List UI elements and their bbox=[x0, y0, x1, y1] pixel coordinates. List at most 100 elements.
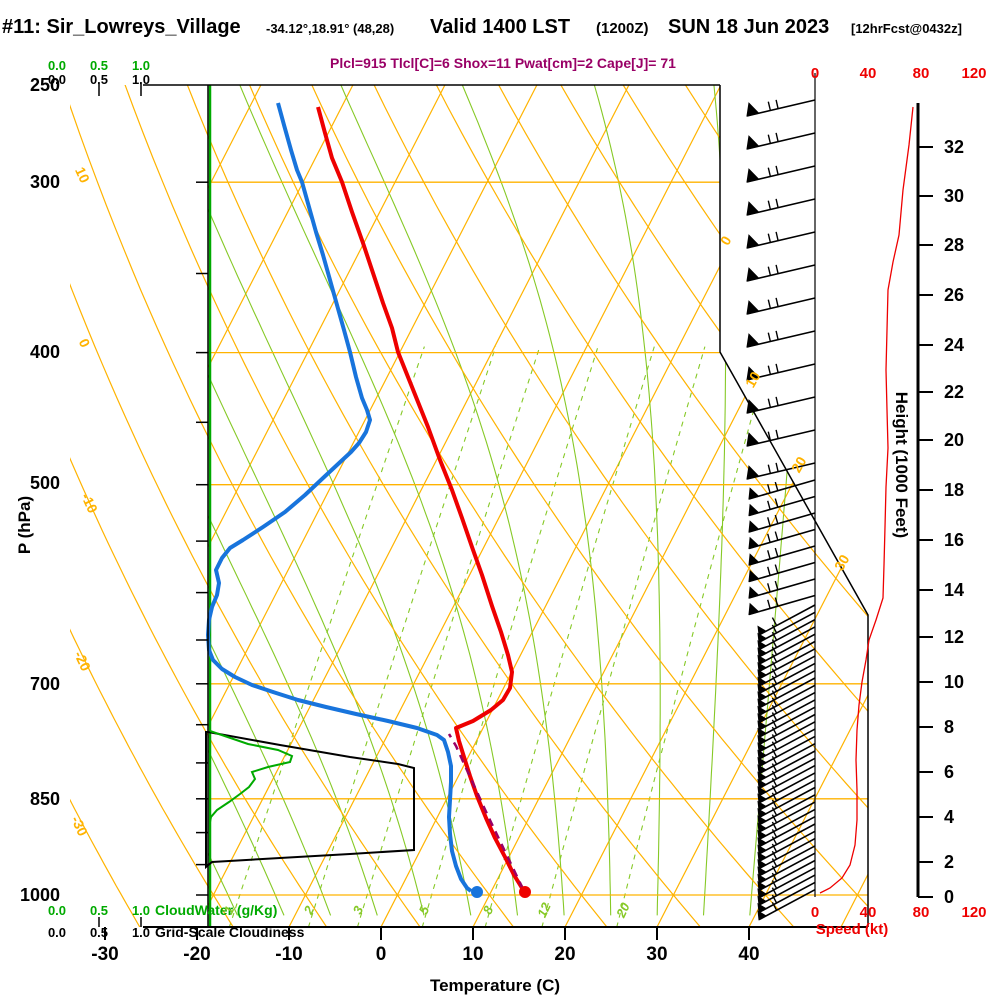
dry-adiabat-lines bbox=[70, 79, 1000, 927]
wind-barb-shaft bbox=[758, 691, 816, 724]
wind-barb-pennant bbox=[757, 859, 768, 870]
height-tick-label: 10 bbox=[944, 672, 964, 692]
wind-barb-pennant bbox=[757, 676, 768, 687]
wind-barb-shaft bbox=[758, 662, 816, 695]
speed-axis-title: Speed (kt) bbox=[816, 921, 889, 938]
wind-barb-pennant bbox=[748, 586, 760, 599]
wind-barb-feather bbox=[767, 200, 772, 210]
wind-barb-pennant bbox=[757, 698, 768, 709]
dry-adiabat-line bbox=[992, 79, 1000, 927]
pressure-tick-label: 1000 bbox=[20, 885, 60, 905]
wind-barb-shaft bbox=[758, 837, 816, 870]
cloudwater-scale-bottom: 0.0 bbox=[48, 903, 66, 918]
wind-barb-pennant bbox=[757, 851, 768, 863]
pressure-tick-label: 300 bbox=[30, 172, 60, 192]
wind-barb-pennant bbox=[757, 647, 768, 658]
wind-barb-feather bbox=[771, 843, 778, 853]
wind-barb-feather bbox=[771, 734, 778, 743]
stability-indices-line: Plcl=915 Tlcl[C]=6 Shox=11 Pwat[cm]=2 Ca… bbox=[330, 55, 676, 71]
wind-barb-feather bbox=[771, 668, 778, 678]
valid-time: Valid 1400 LST bbox=[430, 16, 571, 38]
height-tick-label: 20 bbox=[944, 430, 964, 450]
wind-barb-feather bbox=[771, 661, 778, 670]
wind-barb-feather bbox=[775, 198, 779, 208]
wind-barb-feather bbox=[767, 365, 772, 375]
wind-barb-feather bbox=[775, 396, 779, 406]
wind-barb-feather bbox=[775, 297, 779, 307]
wind-barb-feather bbox=[771, 653, 778, 663]
wind-barb-pennant bbox=[757, 734, 768, 746]
wind-barb-feather bbox=[771, 887, 778, 897]
wind-barb-feather bbox=[775, 330, 779, 340]
wind-barb-shaft bbox=[758, 808, 816, 841]
wind-barb-pennant bbox=[746, 102, 760, 117]
temperature-tick-label: 0 bbox=[376, 944, 387, 965]
pressure-tick-label: 850 bbox=[30, 789, 60, 809]
wind-barb-pennant bbox=[757, 793, 768, 804]
grid-scale-cloudiness-outline bbox=[205, 731, 415, 870]
wind-barb-pennant bbox=[757, 778, 768, 790]
speed-tick-label-top: 80 bbox=[913, 65, 930, 82]
height-tick-label: 22 bbox=[944, 382, 964, 402]
wind-barb-pennant bbox=[757, 873, 768, 884]
wind-barb-shaft bbox=[748, 578, 816, 599]
wind-barb-feather bbox=[771, 858, 778, 867]
wind-barb-pennant bbox=[757, 815, 768, 826]
surface-dewpoint-dot bbox=[471, 886, 483, 898]
wind-barb-feather bbox=[771, 785, 778, 794]
wind-barb-pennant bbox=[757, 764, 768, 775]
wind-barb-pennant bbox=[748, 503, 760, 517]
wind-barb-pennant bbox=[746, 201, 760, 216]
height-tick-label: 12 bbox=[944, 627, 964, 647]
dry-adiabat-line bbox=[867, 85, 868, 927]
cloudiness-scale-top: 0.0 bbox=[48, 72, 66, 87]
cloudiness-scale-top: 0.5 bbox=[90, 72, 108, 87]
height-tick-label: 28 bbox=[944, 235, 964, 255]
pressure-axis-title: P (hPa) bbox=[15, 496, 34, 554]
dry-adiabat-line bbox=[70, 85, 141, 927]
wind-barb-pennant bbox=[757, 749, 768, 760]
pressure-tick-label: 250 bbox=[30, 75, 60, 95]
isotherm-edge-label: 10 bbox=[742, 369, 764, 391]
dry-adiabat-line bbox=[246, 85, 795, 927]
wind-barb-shaft bbox=[758, 699, 816, 731]
wind-barb-feather bbox=[771, 828, 778, 838]
forecast-tag: [12hrFcst@0432z] bbox=[851, 21, 962, 36]
cloudwater-scale-top: 1.0 bbox=[132, 58, 150, 73]
moist-adiabat-line bbox=[452, 85, 612, 916]
wind-barb-feather bbox=[774, 531, 779, 541]
wind-barb-pennant bbox=[757, 910, 768, 921]
wind-barb-shaft bbox=[758, 815, 816, 848]
background-grid bbox=[208, 85, 868, 927]
wind-barb-shaft bbox=[758, 867, 816, 899]
wind-barb-shaft bbox=[758, 713, 816, 746]
wind-barb-pennant bbox=[746, 432, 760, 447]
wind-barb-feather bbox=[775, 132, 779, 142]
wind-barb-feather bbox=[771, 850, 778, 860]
wind-barb-shaft bbox=[758, 684, 816, 717]
wind-barb-feather bbox=[771, 726, 778, 736]
wind-barb-pennant bbox=[757, 895, 768, 906]
wind-barb-pennant bbox=[748, 536, 760, 550]
height-tick-label: 24 bbox=[944, 335, 964, 355]
wind-barb-feather bbox=[767, 167, 772, 177]
wind-barb-pennant bbox=[746, 168, 760, 183]
wind-barb-feather bbox=[771, 631, 778, 641]
mixing-ratio-line bbox=[541, 346, 706, 927]
wind-barb-feather bbox=[774, 564, 779, 574]
wind-barb-pennant bbox=[757, 625, 768, 636]
height-axis-title: Height (1000 Feet) bbox=[892, 392, 911, 538]
temperature-tick-label: 20 bbox=[554, 944, 575, 965]
wind-barb-feather bbox=[767, 332, 772, 342]
cloudwater-scale-bottom: 0.5 bbox=[90, 903, 108, 918]
wind-barb-shaft bbox=[748, 528, 816, 550]
dry-adiabat-line bbox=[432, 85, 868, 927]
wind-barb-pennant bbox=[757, 742, 768, 753]
wind-barb-feather bbox=[775, 99, 779, 109]
wind-barb-feather bbox=[774, 597, 779, 607]
wind-barb-shaft bbox=[758, 706, 816, 738]
isotherm-line bbox=[208, 85, 354, 927]
wind-barb-pennant bbox=[748, 569, 760, 583]
wind-barb-pennant bbox=[757, 902, 768, 914]
